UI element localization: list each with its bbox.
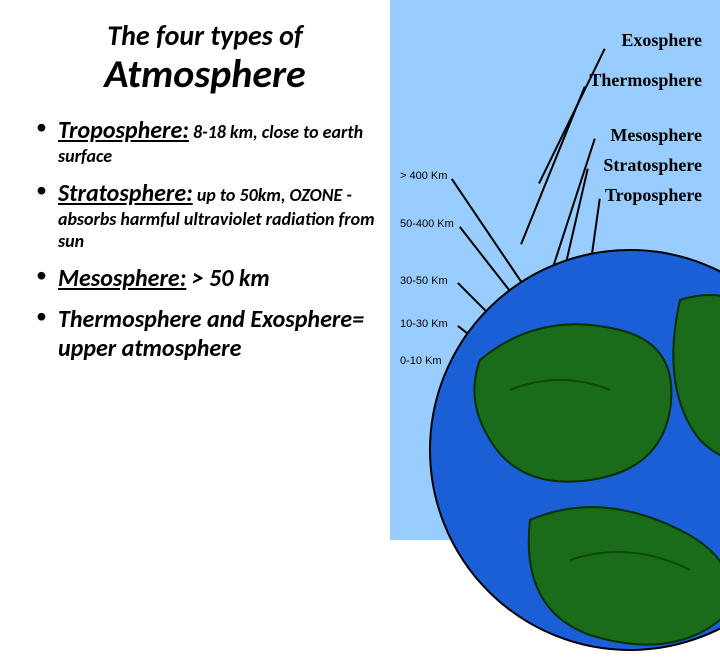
atmosphere-diagram: Exosphere Thermosphere Mesosphere Strato… bbox=[390, 0, 720, 540]
bullet-stratosphere: Stratosphere: up to 50km, OZONE - absorb… bbox=[36, 179, 400, 252]
bullet-troposphere: Troposphere: 8-18 km, close to earth sur… bbox=[36, 116, 400, 167]
alt-400: > 400 Km bbox=[400, 170, 447, 182]
title-line-1: The four types of bbox=[30, 18, 380, 53]
text-content: The four types of Atmosphere Troposphere… bbox=[0, 0, 400, 540]
term-troposphere: Troposphere: bbox=[58, 116, 189, 145]
title-line-2: Atmosphere bbox=[30, 49, 380, 98]
label-stratosphere: Stratosphere bbox=[603, 155, 702, 176]
label-exosphere: Exosphere bbox=[621, 30, 702, 51]
label-troposphere: Troposphere bbox=[605, 185, 702, 206]
bullet-upper: Thermosphere and Exosphere= upper atmosp… bbox=[36, 305, 400, 363]
term-mesosphere: Mesosphere: bbox=[58, 264, 186, 293]
label-thermosphere: Thermosphere bbox=[589, 70, 702, 91]
title-block: The four types of Atmosphere bbox=[30, 18, 400, 98]
detail-mesosphere: > 50 km bbox=[186, 264, 269, 293]
earth-icon bbox=[420, 240, 720, 660]
slide: The four types of Atmosphere Troposphere… bbox=[0, 0, 720, 540]
bullet-mesosphere: Mesosphere: > 50 km bbox=[36, 264, 400, 293]
term-stratosphere: Stratosphere: bbox=[58, 179, 193, 208]
text-upper: Thermosphere and Exosphere= upper atmosp… bbox=[58, 305, 364, 363]
alt-50-400: 50-400 Km bbox=[400, 218, 454, 230]
label-mesosphere: Mesosphere bbox=[610, 125, 702, 146]
bullet-list: Troposphere: 8-18 km, close to earth sur… bbox=[30, 116, 400, 363]
